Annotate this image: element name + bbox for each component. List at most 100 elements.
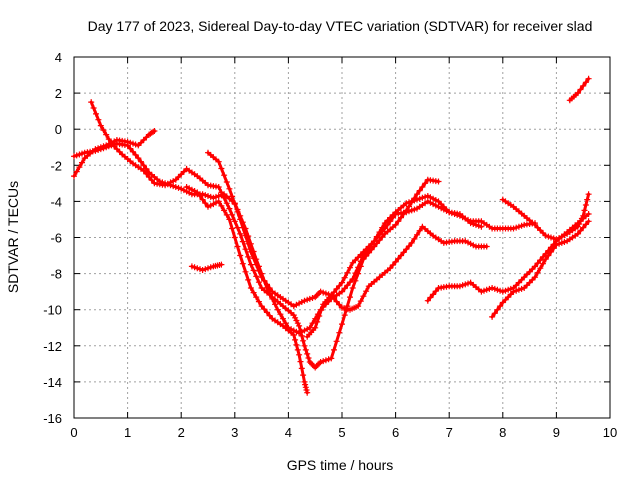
data-point <box>188 186 195 193</box>
data-point <box>245 253 252 260</box>
data-point <box>92 146 99 153</box>
data-point <box>221 172 228 179</box>
data-point <box>408 207 415 214</box>
data-point <box>148 177 155 184</box>
data-point <box>239 260 246 267</box>
data-point <box>584 196 591 203</box>
x-tick-label: 8 <box>499 425 506 440</box>
data-point <box>430 195 437 202</box>
data-point <box>529 266 536 273</box>
data-point <box>218 202 225 209</box>
series-track-5 <box>183 184 311 396</box>
data-point <box>558 239 565 246</box>
data-point <box>202 200 209 207</box>
data-point <box>553 241 560 248</box>
data-point <box>320 289 327 296</box>
x-tick-label: 2 <box>178 425 185 440</box>
data-point <box>261 277 268 284</box>
data-point <box>175 174 182 180</box>
data-point <box>553 236 560 243</box>
data-point <box>261 306 268 313</box>
data-point <box>344 269 351 276</box>
data-point <box>215 184 222 190</box>
data-point <box>100 127 107 134</box>
data-point <box>135 155 142 162</box>
data-point <box>515 279 522 286</box>
data-point <box>534 224 541 231</box>
data-point <box>93 110 99 117</box>
data-point <box>314 318 321 325</box>
data-point <box>387 218 394 225</box>
series-track-8 <box>424 211 592 304</box>
data-point <box>242 268 249 275</box>
series-track-3 <box>88 99 442 371</box>
data-point <box>489 313 496 320</box>
y-axis-label: SDTVAR / TECUs <box>5 181 21 293</box>
data-point <box>585 211 592 217</box>
data-point <box>400 249 407 256</box>
data-point <box>491 310 498 317</box>
data-point <box>578 215 585 222</box>
data-point <box>301 297 308 304</box>
data-point <box>325 356 332 363</box>
data-point <box>264 309 270 316</box>
data-point <box>523 271 530 278</box>
data-point <box>331 289 337 296</box>
data-point <box>298 365 305 372</box>
data-point <box>513 282 520 289</box>
y-tick-label: -4 <box>50 194 62 209</box>
series-track-6 <box>304 223 490 340</box>
data-point <box>513 287 520 294</box>
data-point <box>239 224 246 231</box>
data-point <box>443 207 450 214</box>
data-point <box>205 193 211 199</box>
data-point <box>368 246 375 253</box>
data-point <box>432 202 439 209</box>
data-point <box>290 312 297 319</box>
data-point <box>360 248 367 255</box>
data-point <box>304 350 311 357</box>
data-point <box>79 150 85 157</box>
data-point <box>422 193 429 200</box>
data-point <box>502 296 509 303</box>
data-point <box>577 227 584 234</box>
data-point <box>191 264 198 271</box>
data-point <box>550 245 557 252</box>
data-point <box>339 279 345 286</box>
data-point <box>302 384 309 391</box>
data-point <box>462 281 469 288</box>
data-point <box>392 221 399 228</box>
data-point <box>424 297 431 304</box>
data-point <box>258 303 265 310</box>
data-point <box>478 223 485 230</box>
series-track-9 <box>489 218 592 320</box>
data-point <box>333 338 340 345</box>
y-tick-label: -16 <box>43 411 62 426</box>
data-point <box>368 240 375 247</box>
data-point <box>309 320 316 327</box>
data-point <box>253 273 260 280</box>
data-point <box>352 257 359 264</box>
data-point <box>398 252 404 259</box>
y-tick-label: -6 <box>50 231 62 246</box>
data-point <box>247 261 254 268</box>
data-point <box>194 265 201 272</box>
data-point <box>532 263 538 270</box>
data-point <box>135 142 142 149</box>
data-point <box>513 224 520 231</box>
data-point <box>245 240 252 247</box>
data-point <box>419 194 426 201</box>
data-point <box>542 256 549 263</box>
data-point <box>328 355 335 362</box>
data-point <box>146 174 152 180</box>
data-point <box>297 358 304 365</box>
data-point <box>215 198 222 205</box>
x-tick-label: 10 <box>603 425 617 440</box>
x-tick-label: 1 <box>124 425 131 440</box>
data-point <box>341 274 348 281</box>
data-point <box>537 227 544 234</box>
data-point <box>88 99 95 106</box>
data-point <box>339 288 345 295</box>
data-point <box>202 192 209 199</box>
data-point <box>403 246 410 253</box>
